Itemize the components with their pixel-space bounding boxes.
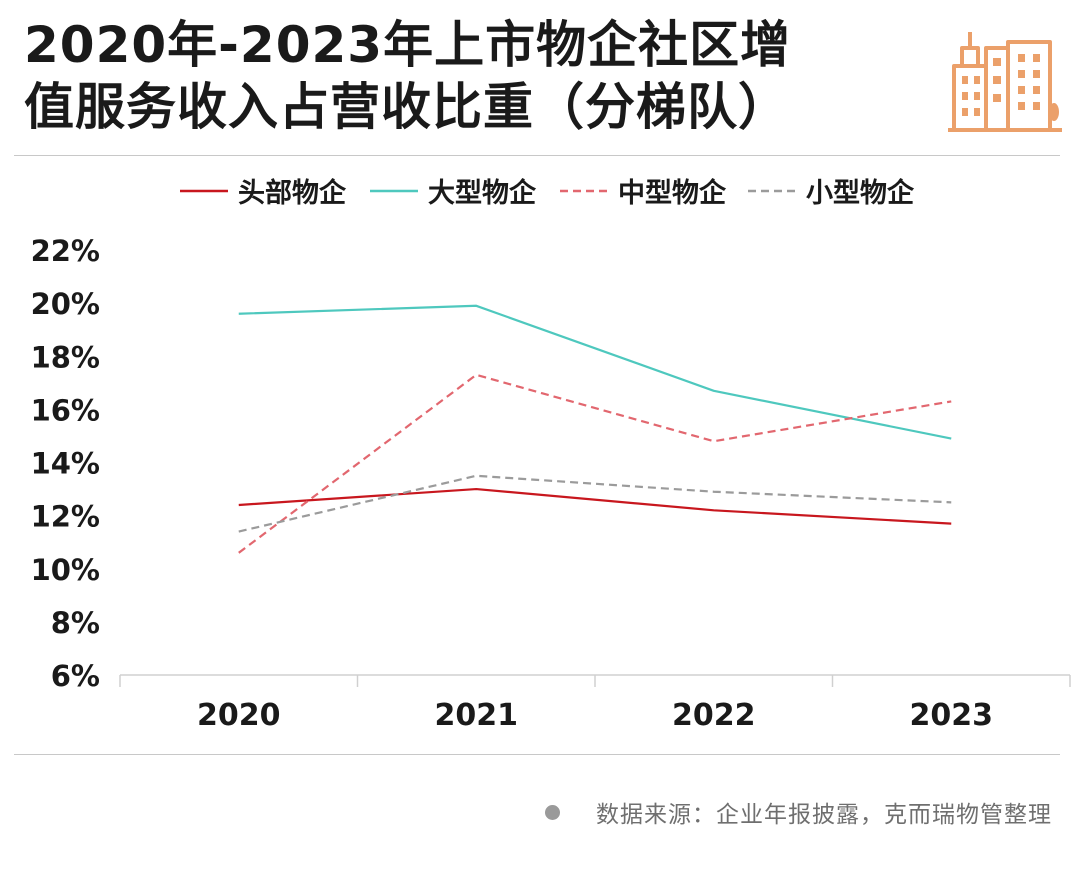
series-line xyxy=(238,487,952,525)
y-tick-label: 8% xyxy=(51,606,100,640)
x-tick-label: 2022 xyxy=(672,698,756,733)
legend-label: 大型物企 xyxy=(428,177,537,209)
y-tick-label: 22% xyxy=(31,234,100,268)
legend-label: 中型物企 xyxy=(618,177,727,209)
x-tick-label: 2021 xyxy=(435,698,519,733)
city-buildings-icon xyxy=(948,32,1062,132)
y-tick-label: 14% xyxy=(31,447,100,481)
y-tick-label: 18% xyxy=(31,340,100,374)
legend-label: 头部物企 xyxy=(238,177,347,209)
source-note: 数据来源：企业年报披露，克而瑞物管整理 xyxy=(545,795,1052,829)
y-tick-label: 12% xyxy=(31,500,100,534)
bullet-dot-icon xyxy=(545,804,560,820)
footer-divider xyxy=(14,754,1060,755)
header-divider xyxy=(14,155,1060,156)
series-line xyxy=(238,373,952,554)
chart-title-line2: 值服务收入占营收比重（分梯队） xyxy=(24,78,789,136)
legend-label: 小型物企 xyxy=(806,177,915,209)
chart-title-line1: 2020年-2023年上市物企社区增 xyxy=(24,16,792,74)
y-tick-label: 20% xyxy=(31,287,100,321)
x-tick-label: 2023 xyxy=(910,698,994,733)
line-chart: 6% 8% 10% 12% 14% 16% 18% 20% 22% 2020 2021 2022 202… xyxy=(31,177,1071,733)
y-tick-label: 16% xyxy=(31,393,100,427)
series-line xyxy=(238,304,952,440)
y-tick-label: 6% xyxy=(51,659,100,693)
x-tick-label: 2020 xyxy=(197,698,281,733)
chart-title: 2020年-2023年上市物企社区增 值服务收入占营收比重（分梯队） xyxy=(24,14,904,138)
series-line xyxy=(238,474,952,533)
source-text: 数据来源：企业年报披露，克而瑞物管整理 xyxy=(596,802,1052,828)
y-tick-label: 10% xyxy=(31,553,100,587)
